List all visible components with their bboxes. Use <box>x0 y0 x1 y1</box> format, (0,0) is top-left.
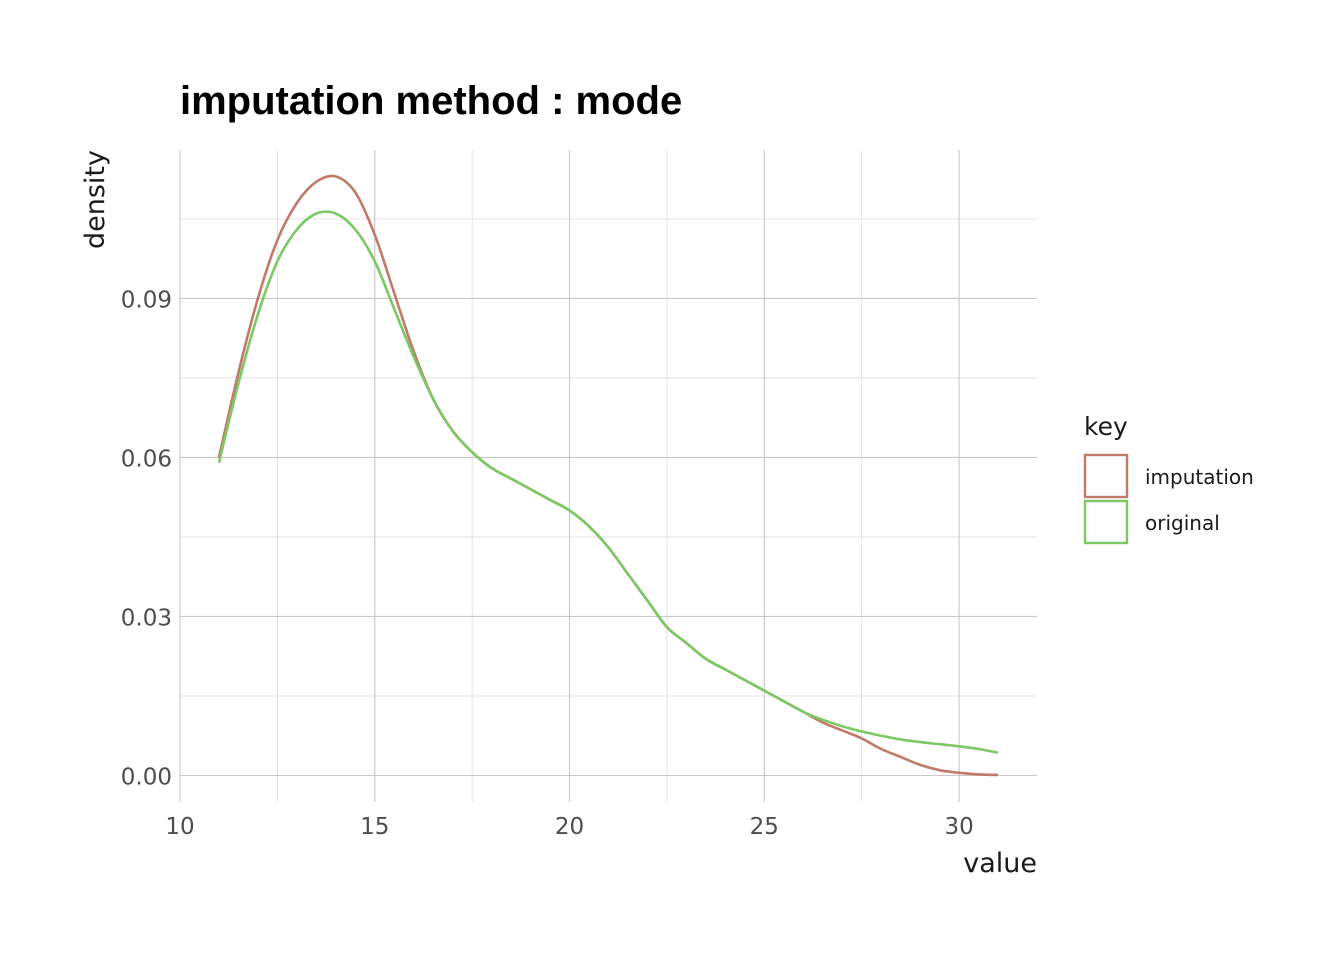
chart-title: imputation method : mode <box>180 79 682 123</box>
tick-labels: 10 15 20 25 30 0.00 0.03 0.06 0.09 <box>121 287 974 840</box>
y-tick-label: 0.00 <box>121 764 172 790</box>
legend-label-original: original <box>1145 511 1220 535</box>
x-tick-label: 20 <box>555 814 584 840</box>
series-layer <box>217 174 999 777</box>
x-tick-label: 15 <box>360 814 389 840</box>
legend-label-imputation: imputation <box>1145 465 1254 489</box>
y-axis-title: density <box>80 150 111 249</box>
legend-items: imputation original <box>1083 453 1254 545</box>
legend-item-imputation: imputation <box>1083 453 1254 499</box>
series-line-imputation <box>217 174 999 777</box>
x-tick-label: 25 <box>750 814 779 840</box>
x-tick-label: 10 <box>165 814 194 840</box>
x-axis-title: value <box>963 848 1037 879</box>
legend-title: key <box>1084 412 1128 441</box>
y-tick-label: 0.03 <box>121 605 172 631</box>
x-tick-label: 30 <box>944 814 973 840</box>
y-tick-label: 0.09 <box>121 287 172 313</box>
y-tick-label: 0.06 <box>121 446 172 472</box>
legend-key-imputation <box>1083 453 1129 499</box>
legend: key imputation original <box>1083 412 1254 545</box>
series-line-original <box>217 210 999 754</box>
grid <box>179 150 1037 802</box>
legend-key-original <box>1083 499 1129 545</box>
legend-item-original: original <box>1083 499 1220 545</box>
